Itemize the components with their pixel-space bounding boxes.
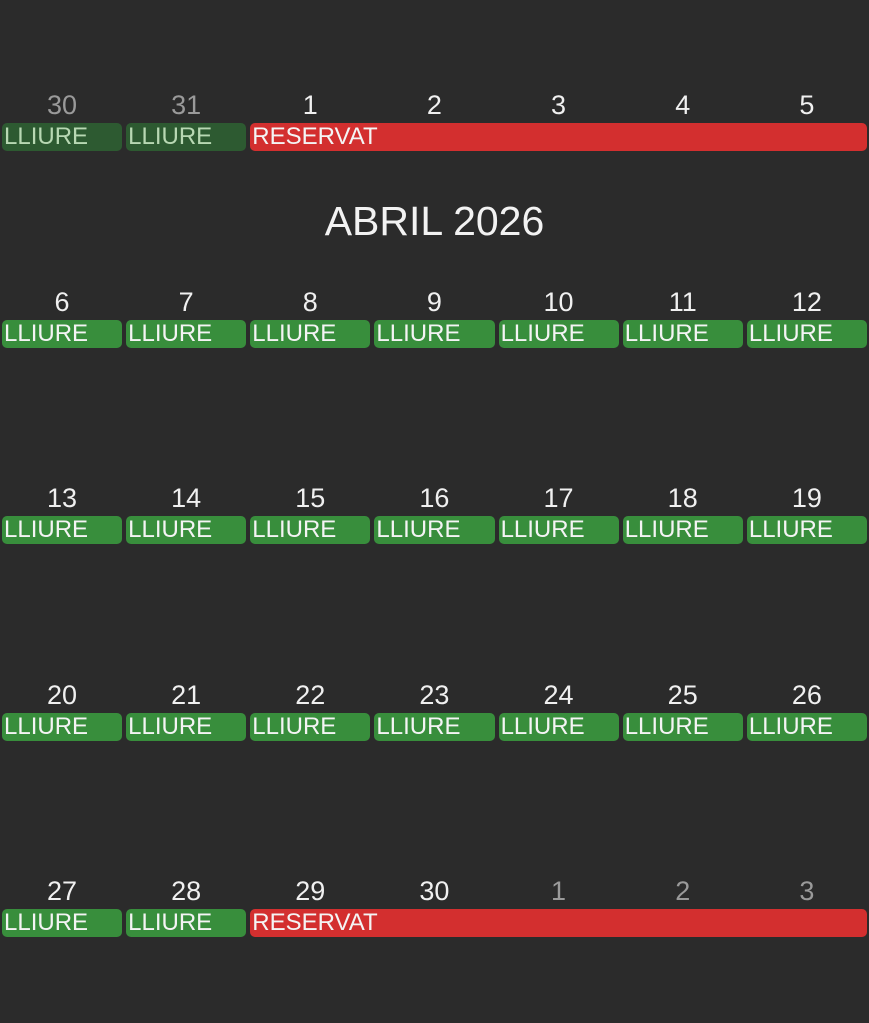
- day-number[interactable]: 29: [295, 876, 326, 906]
- day-number[interactable]: 13: [46, 483, 78, 513]
- week-row: 27 28 29 30 1 2 3 LLIURE LLIURE RESERVAT: [0, 875, 869, 945]
- day-number[interactable]: 30: [46, 90, 78, 120]
- day-number[interactable]: 3: [799, 876, 815, 906]
- week-row: 20 21 22 23 24 25 26 LLIURE LLIURE LLIURE LLIURE LL…: [0, 679, 869, 749]
- availability-bar-free[interactable]: LLIURE: [374, 516, 495, 544]
- day-number[interactable]: 7: [178, 287, 194, 317]
- availability-bar-free[interactable]: LLIURE: [126, 516, 247, 544]
- day-number[interactable]: 27: [46, 876, 78, 906]
- week-row: 13 14 15 16 17 18 19 LLIURE LLIURE LLIURE LLIURE LL…: [0, 482, 869, 552]
- availability-bar-free[interactable]: LLIURE: [622, 516, 743, 544]
- availability-bar-free[interactable]: LLIURE: [622, 713, 743, 741]
- day-number[interactable]: 18: [667, 483, 698, 513]
- availability-bar-free[interactable]: LLIURE: [374, 713, 495, 741]
- availability-bar-free[interactable]: LLIURE: [250, 320, 371, 348]
- availability-bar-free[interactable]: LLIURE: [498, 713, 619, 741]
- availability-bar-free[interactable]: LLIURE: [746, 320, 867, 348]
- week-row: 6 7 8 9 10 11 12 LLIURE LLIURE LLIURE LLIURE LLIURE…: [0, 286, 869, 356]
- day-number[interactable]: 3: [551, 90, 567, 120]
- day-number[interactable]: 17: [543, 483, 574, 513]
- day-number[interactable]: 25: [667, 680, 698, 710]
- availability-bar-free[interactable]: LLIURE: [622, 320, 743, 348]
- availability-bar-free[interactable]: LLIURE: [126, 123, 247, 151]
- week-row: 30 31 1 2 3 4 5 LLIURE LLIURE RESERVAT: [0, 89, 869, 159]
- day-number[interactable]: 22: [295, 680, 326, 710]
- booking-bar-reserved[interactable]: RESERVAT: [250, 123, 867, 151]
- day-number[interactable]: 23: [419, 680, 450, 710]
- availability-bar-free[interactable]: LLIURE: [2, 713, 123, 741]
- availability-bar-free[interactable]: LLIURE: [126, 320, 247, 348]
- availability-bar-free[interactable]: LLIURE: [2, 123, 123, 151]
- month-title: ABRIL 2026: [324, 198, 545, 244]
- day-number[interactable]: 14: [171, 483, 202, 513]
- availability-bar-free[interactable]: LLIURE: [250, 516, 371, 544]
- availability-bar-free[interactable]: LLIURE: [2, 909, 123, 937]
- day-number[interactable]: 24: [543, 680, 574, 710]
- day-number[interactable]: 8: [302, 287, 318, 317]
- day-number[interactable]: 6: [54, 287, 70, 317]
- availability-bar-free[interactable]: LLIURE: [498, 516, 619, 544]
- day-number[interactable]: 9: [426, 287, 442, 317]
- day-number[interactable]: 28: [171, 876, 202, 906]
- day-number[interactable]: 10: [543, 287, 574, 317]
- day-number[interactable]: 5: [799, 90, 815, 120]
- availability-bar-free[interactable]: LLIURE: [498, 320, 619, 348]
- availability-bar-free[interactable]: LLIURE: [2, 516, 123, 544]
- day-number[interactable]: 16: [419, 483, 450, 513]
- day-number[interactable]: 12: [791, 287, 822, 317]
- day-number[interactable]: 19: [791, 483, 822, 513]
- day-number[interactable]: 2: [426, 90, 442, 120]
- day-number[interactable]: 26: [791, 680, 822, 710]
- availability-bar-free[interactable]: LLIURE: [126, 713, 247, 741]
- day-number[interactable]: 11: [668, 287, 697, 317]
- day-number[interactable]: 30: [419, 876, 450, 906]
- availability-bar-free[interactable]: LLIURE: [746, 516, 867, 544]
- availability-bar-free[interactable]: LLIURE: [2, 320, 123, 348]
- day-number[interactable]: 21: [171, 680, 202, 710]
- availability-bar-free[interactable]: LLIURE: [126, 909, 247, 937]
- day-number[interactable]: 1: [302, 90, 318, 120]
- availability-bar-free[interactable]: LLIURE: [374, 320, 495, 348]
- availability-bar-free[interactable]: LLIURE: [746, 713, 867, 741]
- availability-bar-free[interactable]: LLIURE: [250, 713, 371, 741]
- day-number[interactable]: 15: [295, 483, 326, 513]
- day-number[interactable]: 1: [551, 876, 567, 906]
- day-number[interactable]: 4: [675, 90, 691, 120]
- booking-bar-reserved[interactable]: RESERVAT: [250, 909, 867, 937]
- day-number[interactable]: 20: [46, 680, 78, 710]
- day-number[interactable]: 2: [675, 876, 691, 906]
- day-number[interactable]: 31: [171, 90, 202, 120]
